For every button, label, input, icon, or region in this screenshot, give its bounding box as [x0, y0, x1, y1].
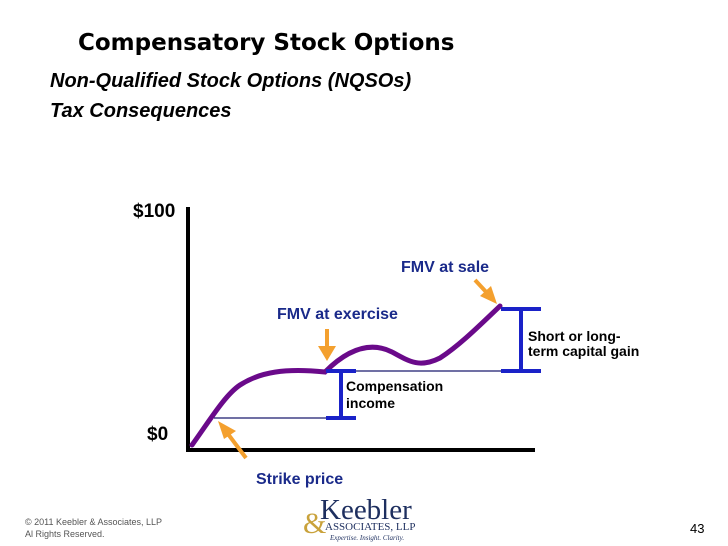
svg-text:Expertise. Insight. Clarity.: Expertise. Insight. Clarity.	[329, 534, 404, 542]
copyright-line2: Al Rights Reserved.	[25, 529, 105, 539]
sale-arrow	[473, 278, 497, 304]
y-top-label: $100	[133, 201, 175, 222]
page-number: 43	[690, 521, 705, 536]
exercise-arrow	[318, 329, 336, 361]
fmv-sale-label: FMV at sale	[401, 259, 489, 276]
compensation-label-line2: income	[346, 395, 395, 411]
strike-arrow	[218, 421, 248, 460]
capital-gain-bracket	[501, 307, 541, 373]
copyright-line1: © 2011 Keebler & Associates, LLP	[25, 517, 163, 527]
compensation-bracket	[326, 369, 356, 420]
svg-text:ASSOCIATES, LLP: ASSOCIATES, LLP	[325, 521, 415, 533]
capital-gain-label-line2: term capital gain	[528, 343, 639, 359]
slide-subtitle-line1: Non-Qualified Stock Options (NQSOs)	[50, 70, 412, 92]
price-curve	[189, 303, 503, 448]
copyright-notice: © 2011 Keebler & Associates, LLP Al Righ…	[25, 516, 162, 540]
capital-gain-label-line1: Short or long-	[528, 328, 621, 344]
svg-text:Keebler: Keebler	[320, 494, 412, 526]
slide-title: Compensatory Stock Options	[78, 30, 455, 56]
slide-subtitle-line2: Tax Consequences	[50, 100, 232, 122]
svg-text:&: &	[303, 507, 326, 540]
fmv-exercise-label: FMV at exercise	[277, 306, 398, 323]
y-bottom-label: $0	[147, 424, 168, 445]
keebler-logo: Keebler & ASSOCIATES, LLP Expertise. Ins…	[303, 494, 415, 542]
strike-price-label: Strike price	[256, 471, 343, 488]
compensation-label-line1: Compensation	[346, 378, 443, 394]
